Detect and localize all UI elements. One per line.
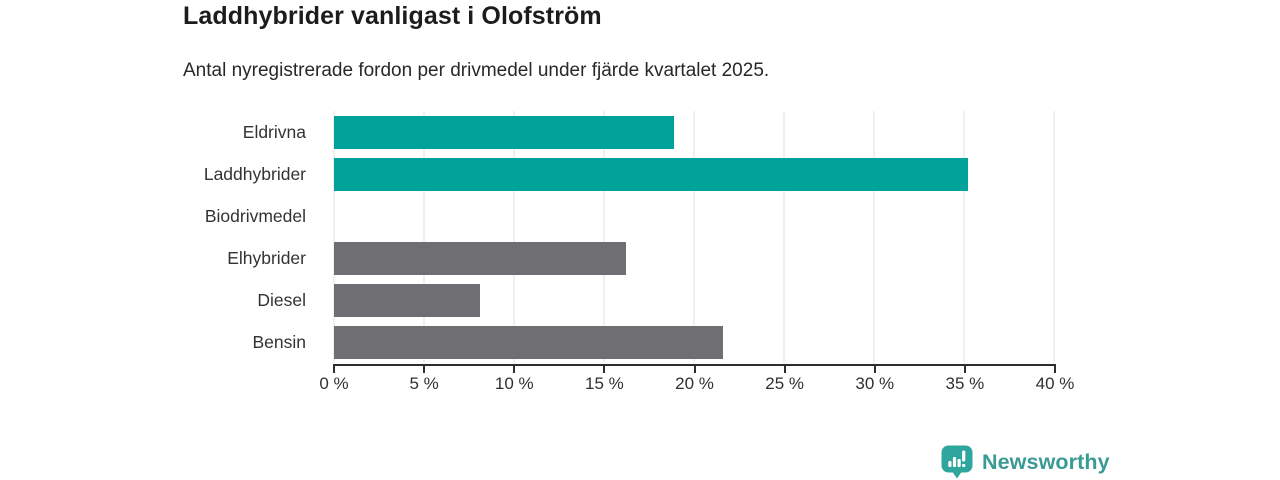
newsworthy-wordmark: Newsworthy xyxy=(982,449,1110,474)
newsworthy-logo-link[interactable]: Newsworthy xyxy=(941,445,1110,479)
category-label-bensin: Bensin xyxy=(252,332,306,352)
gridline-15pct xyxy=(603,111,605,363)
gridline-35pct xyxy=(963,111,965,363)
chart-subtitle: Antal nyregistrerade fordon per drivmede… xyxy=(183,60,770,81)
x-axis-tick-0pct xyxy=(333,364,335,373)
x-axis-tick-label-30pct: 30 % xyxy=(855,374,895,393)
x-axis-tick-label-0pct: 0 % xyxy=(319,374,349,393)
x-axis-tick-5pct xyxy=(423,364,426,373)
gridline-30pct xyxy=(873,111,875,363)
category-label-diesel: Diesel xyxy=(257,290,306,310)
bar-row-diesel xyxy=(334,279,1054,321)
gridline-0pct xyxy=(333,111,335,363)
bar-row-bensin xyxy=(334,321,1054,363)
bar-diesel xyxy=(334,283,480,317)
x-axis-tick-label-20pct: 20 % xyxy=(675,374,714,393)
gridline-20pct xyxy=(693,111,695,363)
gridline-25pct xyxy=(783,111,785,363)
category-label-laddhybrider: Laddhybrider xyxy=(203,164,306,184)
bar-row-biodrivmedel xyxy=(334,195,1054,237)
x-axis-line xyxy=(333,364,1056,373)
gridline-10pct xyxy=(513,111,515,363)
category-axis: Eldrivna Laddhybrider Biodrivmedel Elhybrid… xyxy=(40,111,320,363)
x-axis-tick-label-10pct: 10 % xyxy=(494,374,534,393)
bar-row-eldrivna xyxy=(334,111,1054,153)
gridline-5pct xyxy=(423,111,425,363)
x-axis-tick-25pct xyxy=(783,364,786,373)
category-label-biodrivmedel: Biodrivmedel xyxy=(204,206,306,226)
x-axis-tick-label-35pct: 35 % xyxy=(945,374,985,393)
x-axis-tick-labels: 0 % 5 % 10 % 15 % 20 % 25 % 30 % 35 % 40 % xyxy=(319,374,1074,398)
category-label-elhybrider: Elhybrider xyxy=(227,248,306,268)
newsworthy-icon xyxy=(941,445,973,479)
x-axis-tick-label-25pct: 25 % xyxy=(765,374,804,393)
bar-bensin xyxy=(334,325,723,359)
x-axis-tick-15pct xyxy=(603,364,606,373)
x-axis-tick-10pct xyxy=(513,364,516,373)
plot-area xyxy=(333,111,1055,363)
bar-row-laddhybrider xyxy=(334,153,1054,195)
bar-laddhybrider xyxy=(334,157,968,191)
bar-elhybrider xyxy=(334,241,626,275)
bar-eldrivna xyxy=(334,115,675,149)
x-axis-tick-35pct xyxy=(963,364,966,373)
gridline-40pct xyxy=(1053,111,1055,363)
x-axis-tick-label-40pct: 40 % xyxy=(1035,374,1075,393)
category-label-eldrivna: Eldrivna xyxy=(242,122,306,142)
x-axis-tick-label-5pct: 5 % xyxy=(409,374,439,393)
x-axis-tick-20pct xyxy=(693,364,696,373)
chart-title: Laddhybrider vanligast i Olofström xyxy=(183,2,602,30)
x-axis-tick-label-15pct: 15 % xyxy=(585,374,624,393)
x-axis-tick-30pct xyxy=(873,364,876,373)
x-axis-tick-40pct xyxy=(1054,364,1056,373)
bar-row-elhybrider xyxy=(334,237,1054,279)
